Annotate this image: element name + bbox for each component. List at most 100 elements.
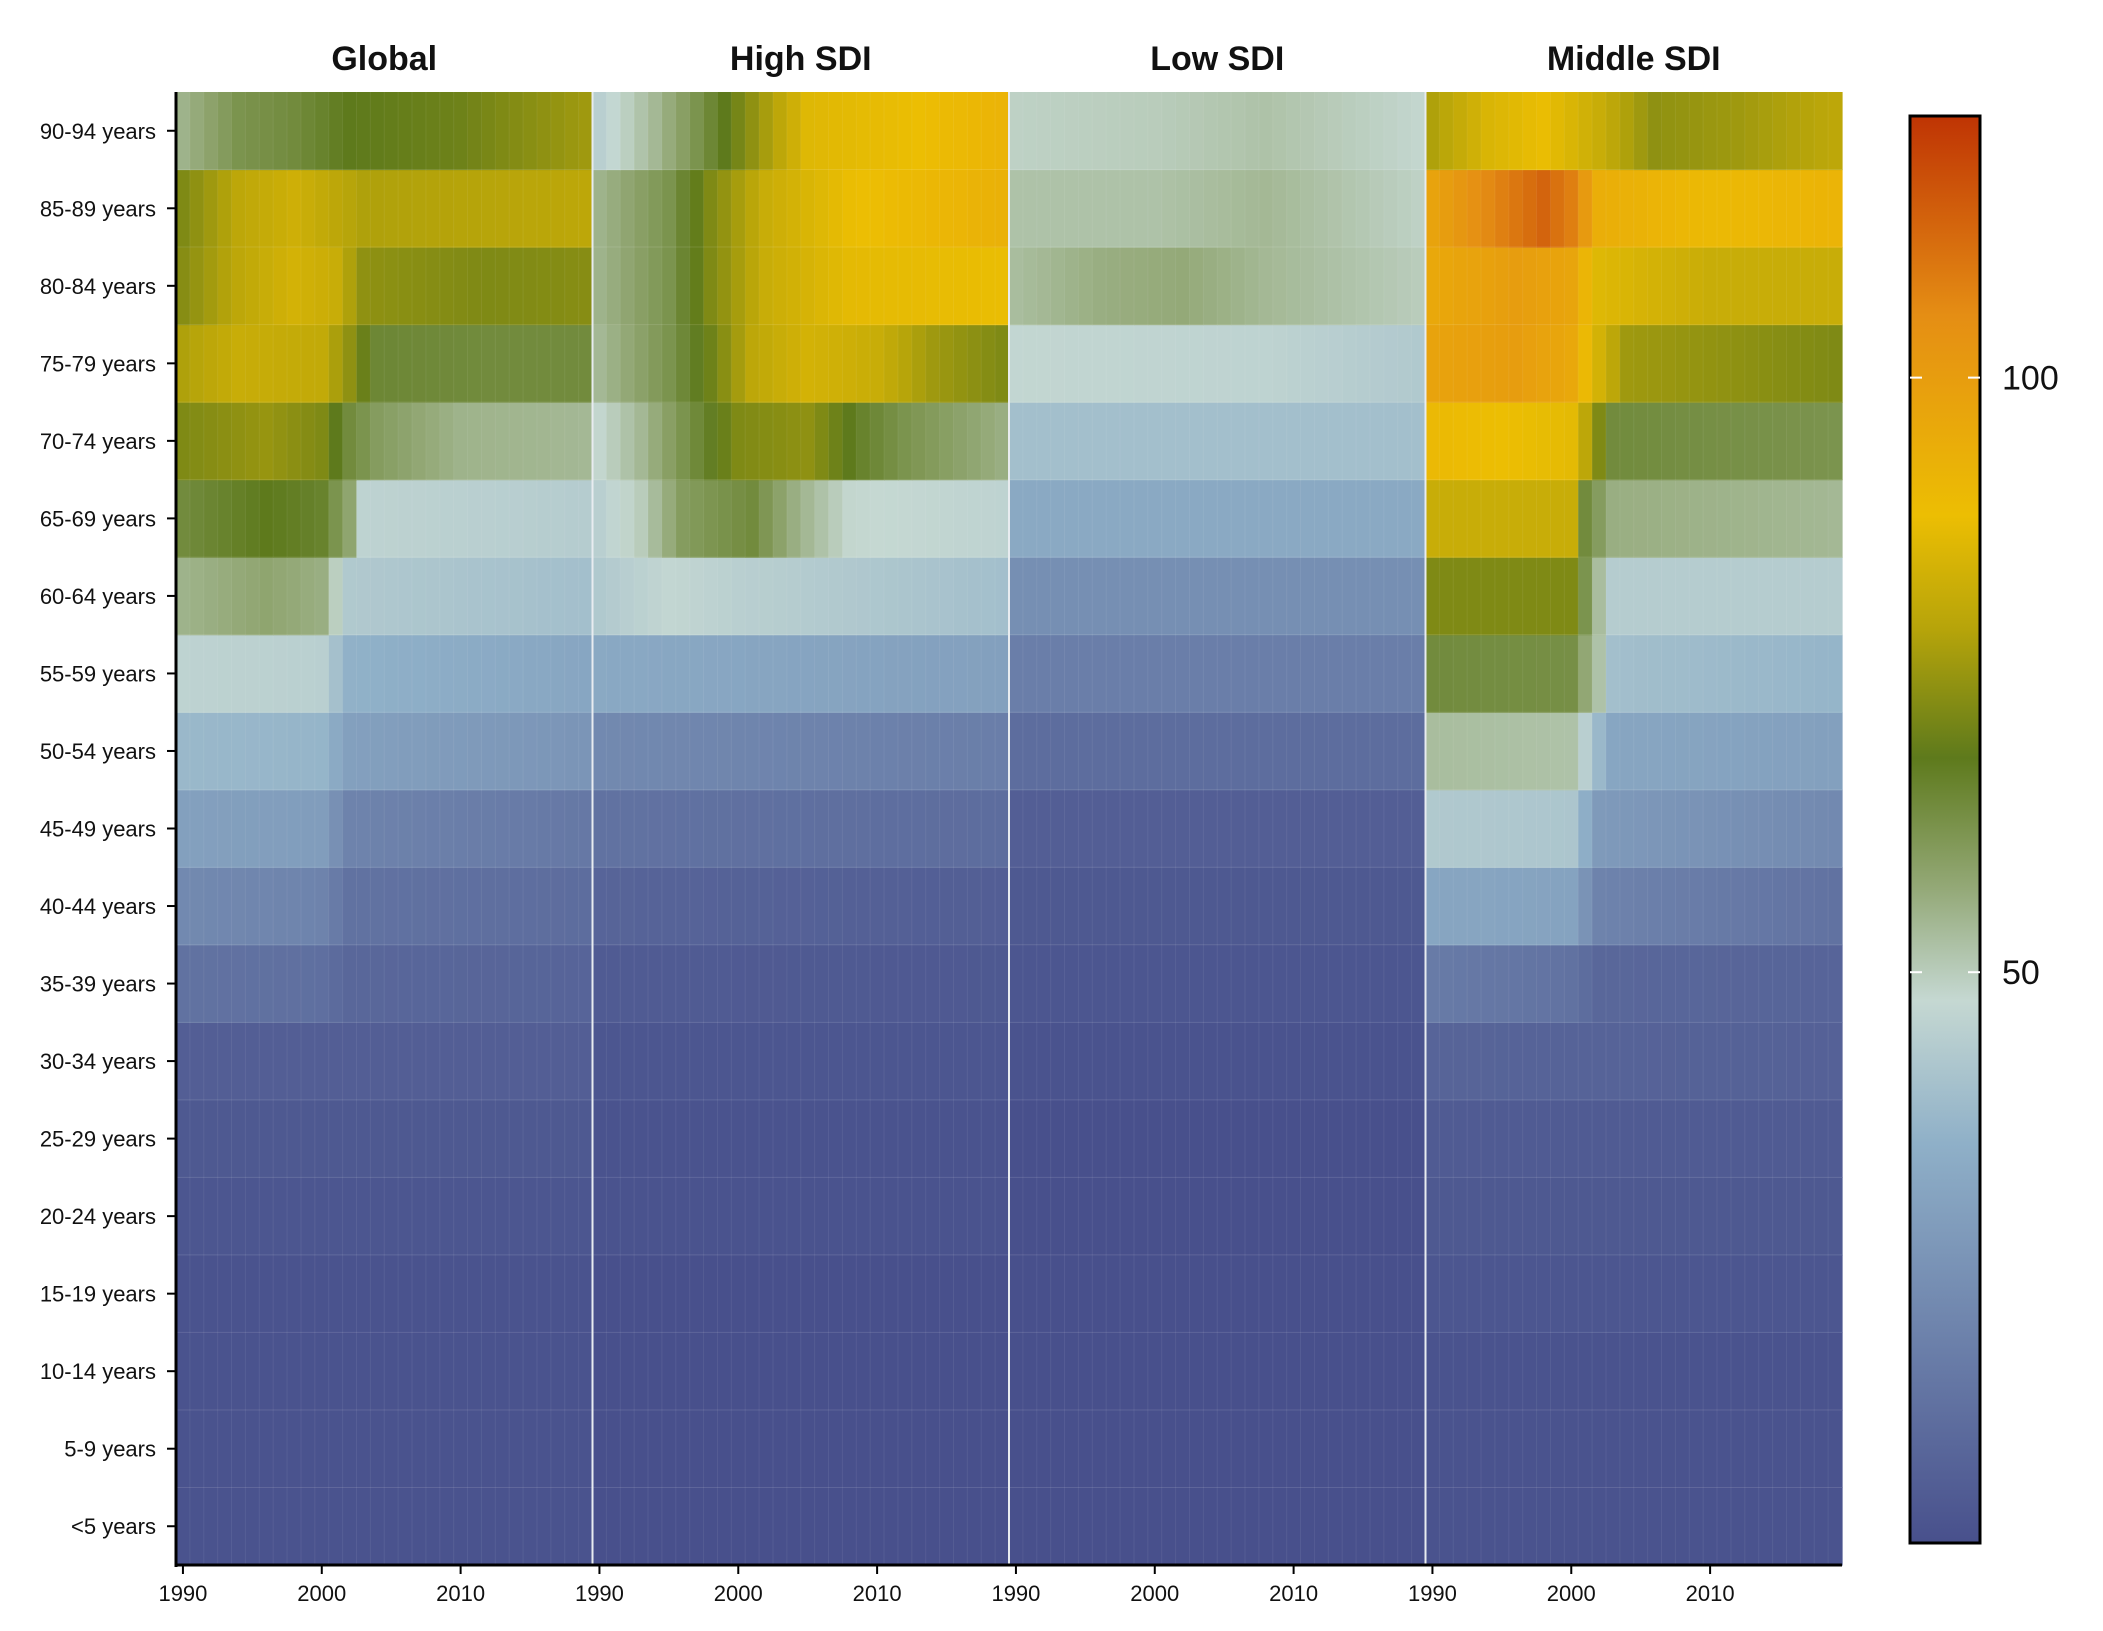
heatmap-cell — [1453, 324, 1468, 403]
heatmap-cell — [1425, 1099, 1440, 1178]
heatmap-cell — [1064, 944, 1080, 1023]
heatmap-cell — [828, 557, 843, 636]
heatmap-cell — [759, 1409, 774, 1489]
heatmap-cell — [1120, 1409, 1135, 1489]
heatmap-cell — [1661, 92, 1676, 171]
heatmap-cell — [1744, 1409, 1760, 1489]
heatmap-cell — [398, 789, 413, 868]
heatmap-cell — [564, 1332, 580, 1411]
heatmap-cell — [717, 1487, 732, 1566]
facet-panel-middle-sdi — [1425, 92, 1843, 1566]
heatmap-cell — [398, 1487, 413, 1566]
heatmap-cell — [1578, 402, 1593, 481]
heatmap-cell — [1828, 1022, 1843, 1101]
heatmap-cell — [578, 1022, 594, 1101]
heatmap-cell — [703, 712, 719, 791]
heatmap-cell — [1814, 92, 1829, 171]
heatmap-cell — [245, 1099, 260, 1178]
heatmap-cell — [467, 324, 483, 403]
heatmap-cell — [800, 1332, 816, 1411]
heatmap-cell — [1800, 324, 1815, 403]
heatmap-cell — [300, 92, 316, 171]
heatmap-cell — [1092, 1022, 1107, 1101]
heatmap-cell — [370, 1409, 385, 1489]
heatmap-cell — [1550, 1254, 1565, 1334]
heatmap-cell — [1619, 92, 1635, 171]
heatmap-cell — [1592, 557, 1607, 636]
heatmap-cell — [634, 169, 649, 248]
heatmap-cell — [953, 712, 968, 791]
heatmap-cell — [467, 557, 483, 636]
heatmap-cell — [1481, 557, 1496, 636]
heatmap-cell — [759, 1177, 774, 1256]
heatmap-cell — [814, 1022, 830, 1101]
heatmap-cell — [981, 867, 996, 946]
heatmap-cell — [578, 324, 594, 403]
heatmap-cell — [717, 789, 732, 868]
heatmap-cell — [1522, 944, 1538, 1023]
heatmap-cell — [1619, 557, 1635, 636]
heatmap-cell — [1481, 1177, 1496, 1256]
heatmap-cell — [536, 557, 552, 636]
heatmap-cell — [648, 634, 663, 713]
heatmap-cell — [1633, 1332, 1649, 1411]
heatmap-cell — [828, 1487, 843, 1566]
heatmap-cell — [1092, 867, 1107, 946]
heatmap-cell — [1508, 169, 1524, 248]
heatmap-cell — [1106, 479, 1121, 558]
heatmap-cell — [1064, 867, 1080, 946]
heatmap-cell — [1203, 479, 1218, 558]
heatmap-cell — [1467, 1332, 1482, 1411]
heatmap-cell — [1300, 712, 1316, 791]
heatmap-cell — [1425, 944, 1440, 1023]
heatmap-cell — [1453, 634, 1468, 713]
heatmap-cell — [412, 92, 427, 171]
heatmap-cell — [1494, 867, 1510, 946]
heatmap-cell — [356, 1254, 371, 1334]
heatmap-cell — [1064, 712, 1080, 791]
heatmap-cell — [217, 402, 233, 481]
heatmap-cell — [1522, 1022, 1538, 1101]
heatmap-cell — [203, 1409, 219, 1489]
heatmap-cell — [1689, 712, 1704, 791]
heatmap-cell — [1689, 789, 1704, 868]
heatmap-cell — [1231, 247, 1246, 326]
heatmap-cell — [842, 247, 857, 326]
heatmap-cell — [1022, 479, 1038, 558]
heatmap-cell — [675, 557, 691, 636]
heatmap-cell — [1369, 247, 1385, 326]
heatmap-cell — [731, 92, 746, 171]
heatmap-cell — [536, 1254, 552, 1334]
heatmap-cell — [1828, 1177, 1843, 1256]
heatmap-cell — [703, 1254, 719, 1334]
heatmap-cell — [1064, 169, 1080, 248]
heatmap-cell — [439, 789, 455, 868]
heatmap-cell — [1189, 789, 1204, 868]
heatmap-cell — [1231, 944, 1246, 1023]
heatmap-cell — [1161, 1099, 1177, 1178]
heatmap-cell — [1314, 1099, 1329, 1178]
heatmap-cell — [1009, 1177, 1024, 1256]
heatmap-cell — [509, 1254, 524, 1334]
heatmap-cell — [1467, 1254, 1482, 1334]
heatmap-cell — [1786, 169, 1801, 248]
heatmap-cell — [467, 479, 483, 558]
heatmap-cell — [1009, 1099, 1024, 1178]
heatmap-cell — [925, 867, 941, 946]
heatmap-cell — [1800, 944, 1815, 1023]
heatmap-cell — [592, 712, 607, 791]
heatmap-cell — [203, 557, 219, 636]
heatmap-cell — [1605, 479, 1621, 558]
heatmap-cell — [1300, 92, 1316, 171]
heatmap-cell — [1481, 712, 1496, 791]
heatmap-cell — [356, 712, 371, 791]
heatmap-cell — [745, 1409, 760, 1489]
heatmap-cell — [634, 712, 649, 791]
heatmap-cell — [1050, 944, 1066, 1023]
heatmap-cell — [1272, 634, 1288, 713]
heatmap-cell — [731, 169, 746, 248]
heatmap-cell — [245, 324, 260, 403]
heatmap-cell — [384, 92, 399, 171]
heatmap-cell — [1328, 1254, 1343, 1334]
heatmap-cell — [1342, 944, 1357, 1023]
